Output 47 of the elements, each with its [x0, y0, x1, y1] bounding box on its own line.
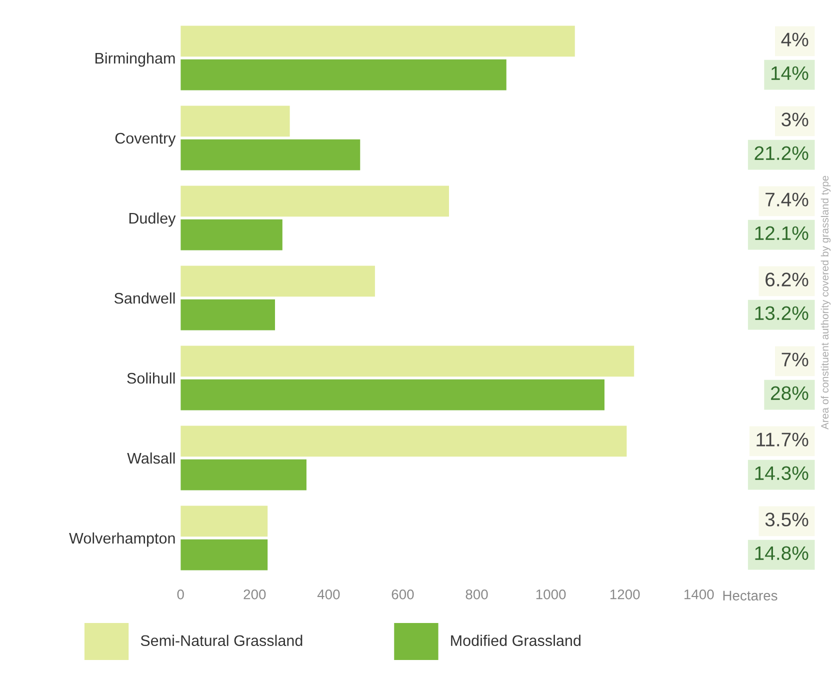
text: 14.3%	[755, 466, 808, 480]
bar	[180, 299, 275, 330]
x-tick-label: 1000	[536, 589, 566, 600]
bar	[180, 459, 306, 490]
bar	[180, 379, 604, 410]
y-tick-label: Walsall	[127, 452, 175, 464]
y-tick-label: Sandwell	[114, 292, 175, 304]
text: 7.4%	[766, 192, 808, 206]
x-tick-label: 0	[177, 589, 184, 600]
bar	[180, 219, 282, 250]
text: 3.5%	[765, 512, 808, 526]
y-tick-label: Coventry	[115, 132, 176, 147]
bar	[180, 26, 575, 57]
text: 12.1%	[755, 226, 808, 240]
text: 3%	[782, 112, 808, 126]
text: 21.2%	[754, 146, 808, 160]
bar	[180, 426, 627, 457]
text: 14%	[771, 66, 808, 80]
text: 7%	[782, 352, 808, 366]
text: 28%	[770, 386, 808, 400]
bar	[180, 346, 634, 377]
x-tick-label: 1200	[610, 589, 640, 600]
bar	[180, 59, 506, 90]
text: 6.2%	[766, 272, 808, 286]
x-tick-label: 600	[392, 589, 414, 600]
bar	[180, 139, 360, 170]
y-tick-label: Solihull	[127, 372, 175, 384]
x-axis-title: Hectares	[723, 590, 778, 601]
x-tick-label: 400	[317, 589, 340, 600]
y-tick-label: Wolverhampton	[69, 532, 175, 547]
bar	[180, 186, 449, 217]
bar	[180, 506, 268, 537]
text: 14.8%	[755, 546, 808, 560]
bar	[180, 266, 375, 297]
text: Area of constituent authority covered by grassland type	[820, 176, 831, 430]
x-tick-label: 800	[466, 589, 488, 600]
text: 11.7%	[756, 432, 808, 446]
y-tick-label: Dudley	[129, 212, 176, 227]
text: 13.2%	[755, 306, 808, 320]
x-tick-label: 1400	[684, 589, 714, 600]
legend-label: Semi-Natural Grassland	[140, 634, 302, 646]
x-tick-label: 200	[244, 589, 266, 600]
y-tick-label: Birmingham	[95, 52, 175, 67]
bar	[180, 106, 290, 137]
text: 4%	[781, 32, 808, 46]
legend-label: Modified Grassland	[451, 634, 580, 646]
bar	[180, 539, 268, 570]
